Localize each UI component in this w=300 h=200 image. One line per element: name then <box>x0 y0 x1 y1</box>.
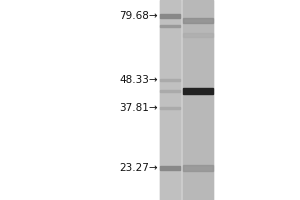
Bar <box>160 0 213 200</box>
Bar <box>160 0 180 200</box>
Bar <box>183 88 213 94</box>
Bar <box>183 165 213 171</box>
Bar <box>160 107 180 109</box>
Bar <box>160 14 180 18</box>
Text: 37.81→: 37.81→ <box>119 103 158 113</box>
Bar <box>160 166 180 170</box>
Bar <box>160 25 180 27</box>
Bar <box>183 33 213 37</box>
Bar <box>183 0 213 200</box>
Text: 23.27→: 23.27→ <box>119 163 158 173</box>
Bar <box>160 79 180 81</box>
Bar <box>183 18 213 22</box>
Text: 48.33→: 48.33→ <box>119 75 158 85</box>
Text: 79.68→: 79.68→ <box>119 11 158 21</box>
Bar <box>160 90 180 92</box>
